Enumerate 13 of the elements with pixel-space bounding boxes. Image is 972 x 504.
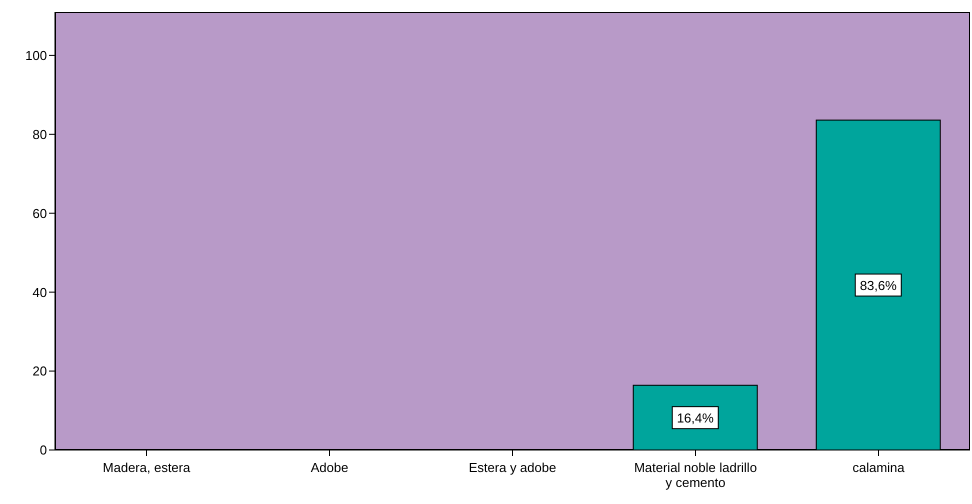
y-tick-label: 40 [32,284,47,300]
data-label: 83,6% [860,278,898,294]
y-tick-label: 20 [32,364,47,379]
x-tick-label: Estera y adobe [468,460,556,475]
x-tick-label: Madera, estera [102,460,191,475]
x-tick-label: Adobe [310,460,348,475]
x-tick-label: calamina [852,460,906,475]
y-tick-label: 0 [40,442,47,458]
x-tick-label: Material noble ladrillo y cemento [634,460,757,490]
y-tick-label: 80 [32,126,47,142]
y-tick-label: 100 [25,48,47,64]
data-label: 16,4% [676,410,714,426]
y-tick-label: 60 [32,206,47,221]
